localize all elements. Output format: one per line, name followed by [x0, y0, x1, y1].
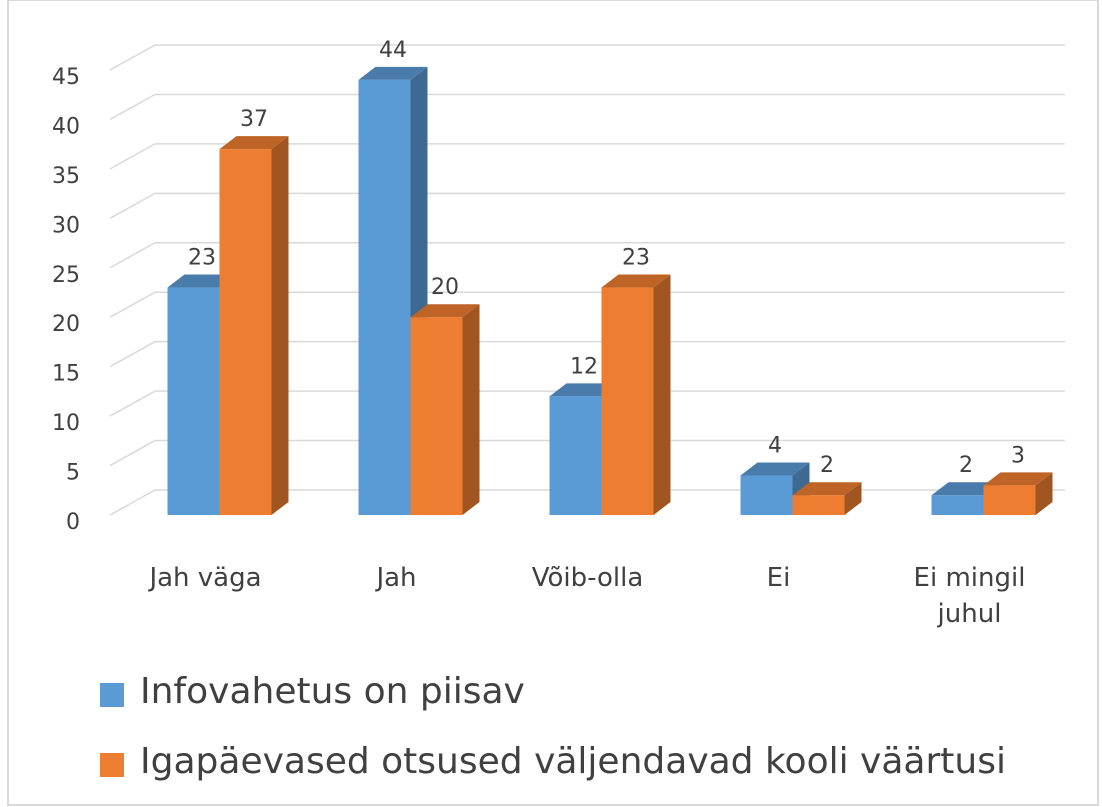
y-tick-label: 35 [52, 164, 80, 189]
grid-line [109, 291, 1065, 318]
y-tick-label: 30 [52, 213, 80, 238]
grid-line [109, 143, 1065, 170]
y-tick-label: 40 [52, 114, 80, 139]
bar-front [549, 396, 602, 515]
bar-top [740, 462, 810, 476]
data-label: 37 [240, 107, 268, 132]
x-tick-label: Ei mingil juhul [913, 563, 1026, 629]
data-label: 20 [431, 275, 459, 300]
bar [792, 482, 862, 515]
grid-line [109, 44, 1065, 71]
y-tick-label: 15 [52, 362, 80, 387]
bar-top [549, 383, 619, 397]
bar [601, 274, 671, 515]
data-label: 2 [959, 453, 973, 478]
grid-line [109, 242, 1065, 269]
data-label: 23 [188, 246, 216, 271]
grid-line [109, 340, 1065, 368]
bar-side [271, 136, 289, 515]
data-label: 23 [622, 246, 650, 271]
legend-swatch [100, 683, 124, 707]
bar-top [601, 274, 671, 288]
y-tick-label: 20 [52, 312, 80, 337]
y-tick-label: 25 [52, 263, 80, 288]
bar [219, 136, 289, 515]
data-label: 44 [379, 38, 407, 63]
y-tick-label: 45 [52, 65, 80, 90]
grid-line [109, 93, 1065, 121]
bar-front [792, 495, 845, 515]
bar-front [601, 287, 654, 515]
bar-front [983, 485, 1036, 515]
bar-side [1035, 472, 1053, 515]
bar-top [792, 482, 862, 496]
data-label: 4 [768, 433, 782, 458]
bar [410, 304, 480, 515]
bar [983, 472, 1053, 515]
bar-side [653, 274, 671, 515]
x-tick-label: Jah väga [149, 563, 262, 593]
bar-top [167, 274, 237, 288]
data-label: 3 [1011, 443, 1025, 468]
bar-side [844, 482, 862, 515]
bar-front [219, 149, 272, 515]
bar-top [931, 482, 1001, 496]
legend-swatch [100, 753, 124, 777]
bar-front [740, 475, 793, 515]
bar-top [410, 304, 480, 318]
bar-top [983, 472, 1053, 486]
bar-front [358, 79, 411, 515]
grid-line [109, 192, 1065, 219]
data-label: 12 [570, 354, 598, 379]
bar-front [167, 287, 220, 515]
y-tick-label: 5 [66, 461, 80, 486]
x-tick-label: Ei [766, 563, 791, 593]
x-tick-label: Jah [376, 563, 417, 593]
bar-top [358, 66, 428, 80]
y-tick-label: 10 [52, 411, 80, 436]
bar-side [462, 304, 480, 515]
y-tick-label: 0 [66, 510, 80, 535]
bar-front [410, 317, 463, 515]
x-tick-label: Võib-olla [531, 563, 644, 593]
grid-line [109, 390, 1065, 417]
bar-top [219, 136, 289, 150]
frame [7, 0, 1099, 806]
data-label: 2 [820, 453, 834, 478]
grid-line [109, 439, 1065, 467]
legend-label: Igapäevased otsused väljendavad kooli vä… [140, 741, 1006, 782]
legend-label: Infovahetus on piisav [140, 671, 525, 712]
bar-front [931, 495, 984, 515]
